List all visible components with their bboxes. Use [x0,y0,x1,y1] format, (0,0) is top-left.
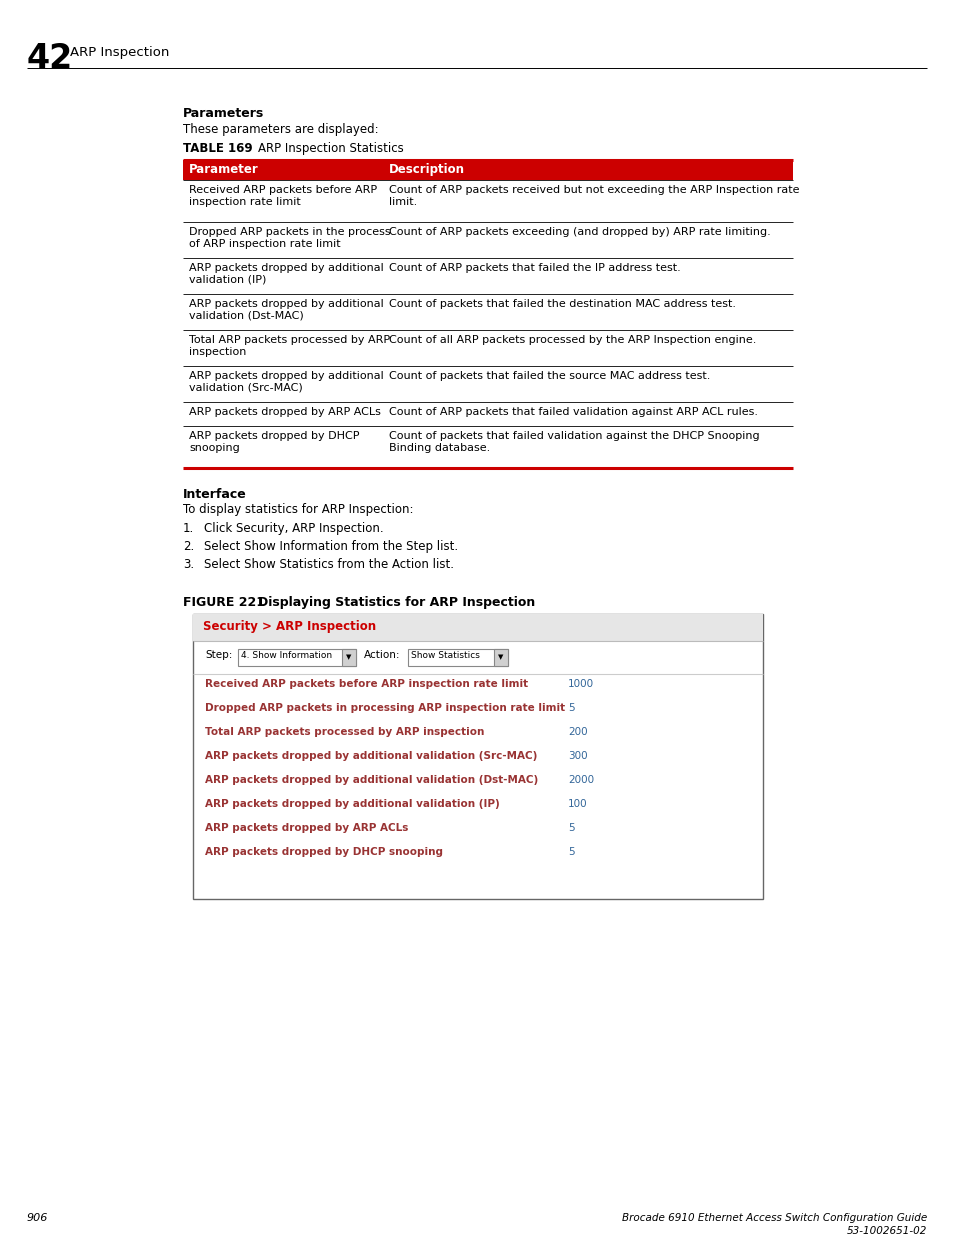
Text: Action:: Action: [364,650,400,659]
Text: 2000: 2000 [567,776,594,785]
Text: Count of ARP packets received but not exceeding the ARP Inspection rate
limit.: Count of ARP packets received but not ex… [389,185,799,206]
Text: Select Show Information from the Step list.: Select Show Information from the Step li… [204,540,457,553]
Text: Click Security, ARP Inspection.: Click Security, ARP Inspection. [204,522,383,535]
Text: ARP packets dropped by additional validation (Dst-MAC): ARP packets dropped by additional valida… [205,776,537,785]
Text: ARP packets dropped by ARP ACLs: ARP packets dropped by ARP ACLs [189,408,380,417]
Text: 5: 5 [567,703,574,713]
Text: To display statistics for ARP Inspection:: To display statistics for ARP Inspection… [183,503,413,516]
Text: Received ARP packets before ARP inspection rate limit: Received ARP packets before ARP inspecti… [205,679,528,689]
Text: Description: Description [389,163,464,177]
Text: ARP packets dropped by additional
validation (Dst-MAC): ARP packets dropped by additional valida… [189,299,383,321]
Bar [183,161,792,180]
Text: 5: 5 [567,823,574,832]
Bar [408,650,507,666]
Bar [237,650,355,666]
Text: Interface: Interface [183,488,247,501]
Text: 53-1002651-02: 53-1002651-02 [845,1226,926,1235]
Text: 300: 300 [567,751,587,761]
Bar [193,614,762,641]
Text: ARP packets dropped by additional validation (IP): ARP packets dropped by additional valida… [205,799,499,809]
Bar [193,614,762,899]
Text: Parameter: Parameter [189,163,258,177]
Text: ARP packets dropped by additional
validation (IP): ARP packets dropped by additional valida… [189,263,383,284]
Text: Dropped ARP packets in processing ARP inspection rate limit: Dropped ARP packets in processing ARP in… [205,703,564,713]
Text: 1.: 1. [183,522,194,535]
Text: ▼: ▼ [497,655,503,661]
Text: Count of ARP packets exceeding (and dropped by) ARP rate limiting.: Count of ARP packets exceeding (and drop… [389,227,770,237]
Text: 200: 200 [567,727,587,737]
Text: ARP packets dropped by additional validation (Src-MAC): ARP packets dropped by additional valida… [205,751,537,761]
Text: Count of ARP packets that failed validation against ARP ACL rules.: Count of ARP packets that failed validat… [389,408,758,417]
Text: Security > ARP Inspection: Security > ARP Inspection [203,620,375,634]
Text: TABLE 169: TABLE 169 [183,142,253,156]
Text: FIGURE 221: FIGURE 221 [183,597,265,609]
Text: 2.: 2. [183,540,194,553]
Text: 4. Show Information: 4. Show Information [241,651,332,659]
Text: ARP Inspection: ARP Inspection [70,46,170,59]
Text: Received ARP packets before ARP
inspection rate limit: Received ARP packets before ARP inspecti… [189,185,376,206]
Text: ▼: ▼ [346,655,352,661]
Text: 100: 100 [567,799,587,809]
Text: Count of packets that failed validation against the DHCP Snooping
Binding databa: Count of packets that failed validation … [389,431,759,452]
Bar [341,650,355,666]
Text: Show Statistics: Show Statistics [411,651,479,659]
Bar [494,650,507,666]
Text: ARP packets dropped by ARP ACLs: ARP packets dropped by ARP ACLs [205,823,408,832]
Text: Step:: Step: [205,650,233,659]
Text: Brocade 6910 Ethernet Access Switch Configuration Guide: Brocade 6910 Ethernet Access Switch Conf… [621,1213,926,1223]
Text: Select Show Statistics from the Action list.: Select Show Statistics from the Action l… [204,558,454,571]
Text: These parameters are displayed:: These parameters are displayed: [183,124,378,136]
Text: ARP packets dropped by DHCP
snooping: ARP packets dropped by DHCP snooping [189,431,359,452]
Text: Dropped ARP packets in the process
of ARP inspection rate limit: Dropped ARP packets in the process of AR… [189,227,390,248]
Text: 5: 5 [567,847,574,857]
Text: ARP Inspection Statistics: ARP Inspection Statistics [257,142,403,156]
Text: Count of all ARP packets processed by the ARP Inspection engine.: Count of all ARP packets processed by th… [389,335,756,345]
Text: Total ARP packets processed by ARP
inspection: Total ARP packets processed by ARP inspe… [189,335,390,357]
Text: 3.: 3. [183,558,193,571]
Text: Count of packets that failed the source MAC address test.: Count of packets that failed the source … [389,370,710,382]
Text: 906: 906 [27,1213,49,1223]
Text: Parameters: Parameters [183,107,264,120]
Text: ARP packets dropped by DHCP snooping: ARP packets dropped by DHCP snooping [205,847,442,857]
Text: Displaying Statistics for ARP Inspection: Displaying Statistics for ARP Inspection [257,597,535,609]
Text: Total ARP packets processed by ARP inspection: Total ARP packets processed by ARP inspe… [205,727,484,737]
Text: 42: 42 [27,42,73,75]
Text: 1000: 1000 [567,679,594,689]
Text: Count of ARP packets that failed the IP address test.: Count of ARP packets that failed the IP … [389,263,680,273]
Text: ARP packets dropped by additional
validation (Src-MAC): ARP packets dropped by additional valida… [189,370,383,393]
Text: Count of packets that failed the destination MAC address test.: Count of packets that failed the destina… [389,299,735,309]
